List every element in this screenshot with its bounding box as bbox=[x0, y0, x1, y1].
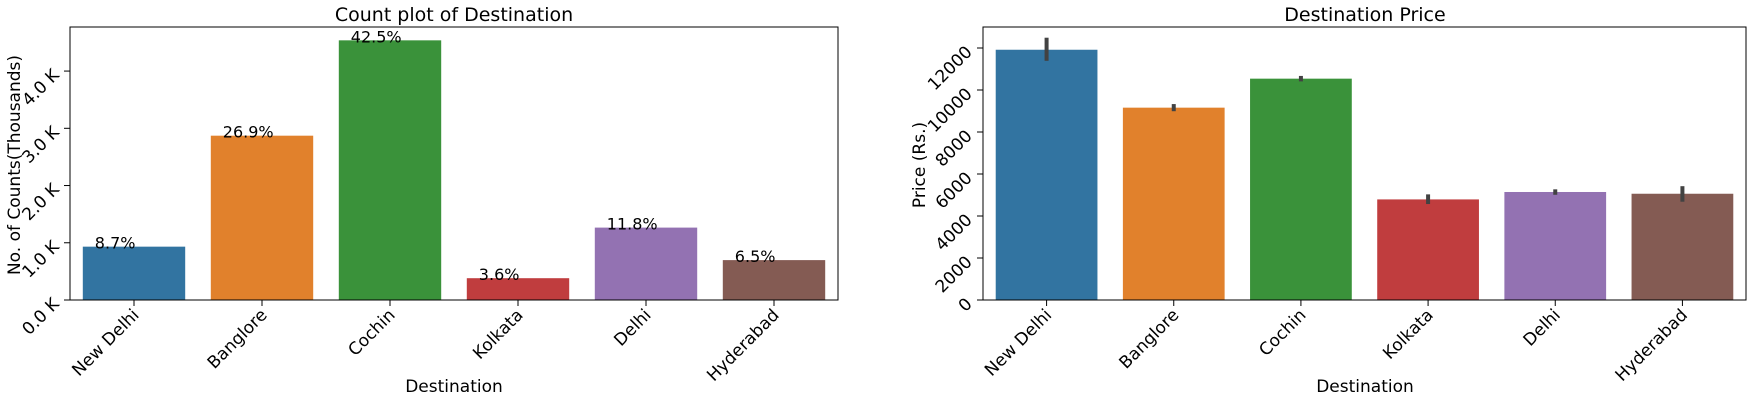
x-axis-label: Destination bbox=[1316, 377, 1414, 397]
bar-new-delhi bbox=[82, 246, 186, 300]
y-tick-label: 2.0 K bbox=[19, 179, 65, 225]
x-tick-label-cochin: Cochin bbox=[1255, 305, 1310, 360]
bar-cochin bbox=[338, 40, 442, 301]
plot-frame bbox=[982, 26, 1747, 301]
plot-frame bbox=[69, 26, 839, 301]
y-tick-label: 12000 bbox=[924, 42, 976, 94]
x-tick-label-kolkata: Kolkata bbox=[469, 305, 527, 363]
chart-title: Destination Price bbox=[1284, 4, 1445, 26]
x-tick-label-hyderabad: Hyderabad bbox=[703, 305, 783, 385]
x-tick-label-banglore: Banglore bbox=[1116, 305, 1184, 373]
bar-hyderabad bbox=[722, 260, 826, 300]
bar-banglore bbox=[210, 135, 314, 300]
y-axis-label: No. of Counts(Thousands) bbox=[5, 55, 25, 275]
bar-new-delhi bbox=[995, 49, 1098, 301]
bar-kolkata bbox=[466, 278, 570, 300]
x-tick-label-delhi: Delhi bbox=[610, 305, 655, 350]
x-tick-label-new-delhi: New Delhi bbox=[981, 305, 1056, 380]
y-tick-label: 10000 bbox=[924, 84, 976, 136]
data-label-delhi: 11.8% bbox=[607, 215, 658, 234]
data-label-banglore: 26.9% bbox=[223, 123, 274, 142]
data-label-kolkata: 3.6% bbox=[479, 265, 520, 284]
chart-title: Count plot of Destination bbox=[335, 4, 573, 26]
x-tick-label-delhi: Delhi bbox=[1520, 305, 1565, 350]
y-tick-label: 3.0 K bbox=[19, 122, 65, 168]
chart-count-plot: Count plot of Destination Destination No… bbox=[5, 4, 839, 397]
bar-delhi bbox=[594, 227, 698, 300]
x-tick-label-banglore: Banglore bbox=[204, 305, 272, 373]
y-tick-label: 4.0 K bbox=[19, 65, 65, 111]
bar-delhi bbox=[1504, 191, 1607, 300]
y-tick-label: 2000 bbox=[932, 252, 977, 297]
chart-destination-price: Destination Price Destination Price (Rs.… bbox=[910, 4, 1747, 397]
y-axis-label: Price (Rs.) bbox=[910, 122, 930, 208]
y-tick-label: 0 bbox=[955, 294, 977, 316]
data-label-new-delhi: 8.7% bbox=[95, 234, 136, 253]
x-tick-label-cochin: Cochin bbox=[344, 305, 399, 360]
y-tick-label: 6000 bbox=[932, 168, 977, 213]
y-tick-label: 4000 bbox=[932, 210, 977, 255]
x-axis-label: Destination bbox=[405, 377, 503, 397]
bar-cochin bbox=[1250, 78, 1352, 300]
x-tick-label-hyderabad: Hyderabad bbox=[1612, 305, 1692, 385]
data-label-cochin: 42.5% bbox=[351, 27, 402, 46]
bar-hyderabad bbox=[1631, 193, 1734, 300]
y-tick-label: 0.0 K bbox=[19, 294, 65, 340]
y-tick-label: 1.0 K bbox=[19, 237, 65, 283]
bar-kolkata bbox=[1377, 199, 1479, 300]
data-label-hyderabad: 6.5% bbox=[735, 247, 776, 266]
bar-banglore bbox=[1122, 107, 1225, 300]
x-tick-label-kolkata: Kolkata bbox=[1379, 305, 1437, 363]
x-tick-label-new-delhi: New Delhi bbox=[68, 305, 143, 380]
